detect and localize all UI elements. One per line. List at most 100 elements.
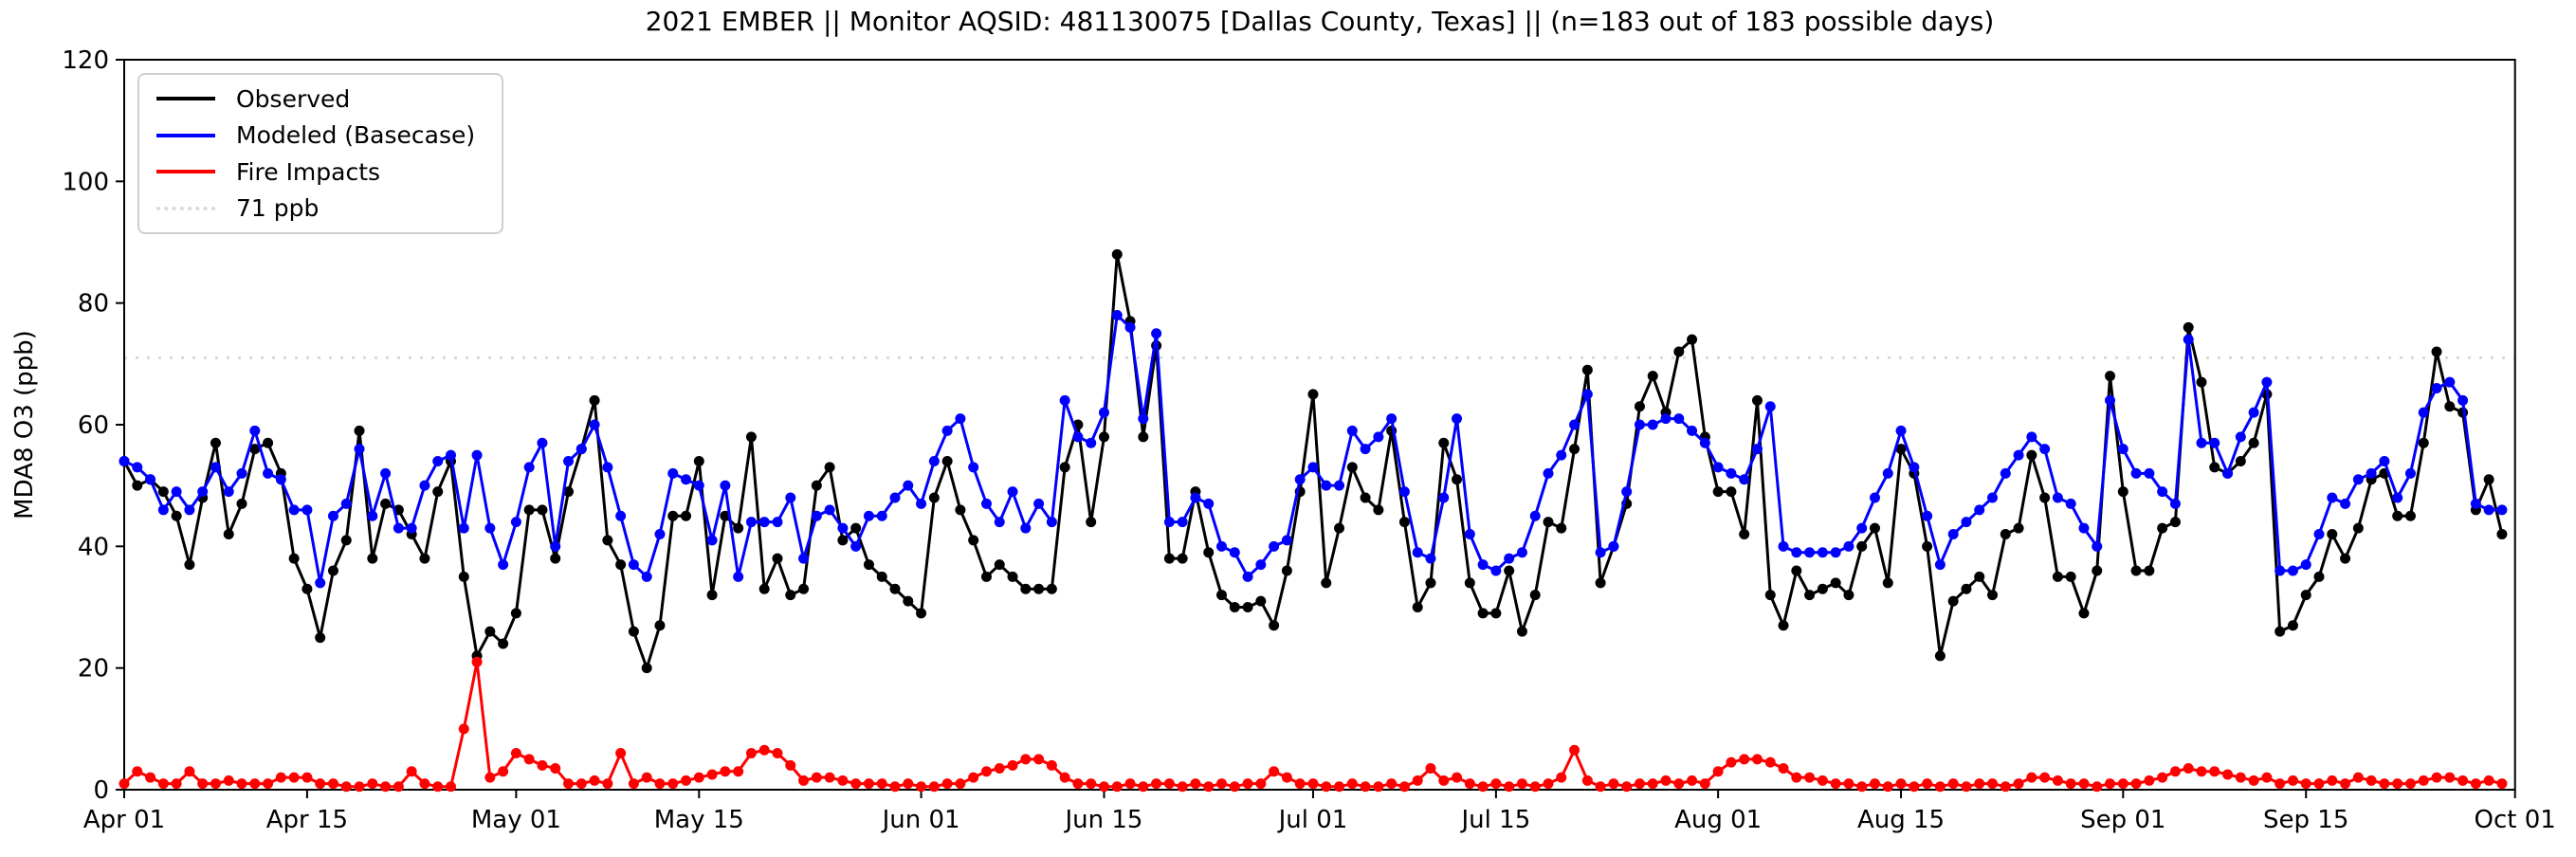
modeled-point xyxy=(1726,467,1737,479)
fire-point xyxy=(1151,778,1162,790)
observed-point xyxy=(1556,522,1567,534)
modeled-point xyxy=(2183,334,2194,345)
modeled-point xyxy=(1543,467,1554,479)
observed-point xyxy=(785,590,796,601)
modeled-point xyxy=(615,510,627,521)
modeled-point xyxy=(693,480,704,491)
fire-point xyxy=(1059,772,1070,783)
fire-point xyxy=(1398,781,1410,793)
modeled-point xyxy=(263,467,274,479)
observed-point xyxy=(733,522,744,534)
fire-line-sample xyxy=(156,170,215,174)
fire-point xyxy=(785,759,796,771)
fire-point xyxy=(1634,778,1645,790)
observed-point xyxy=(2078,608,2090,619)
fire-point xyxy=(406,766,417,777)
fire-point xyxy=(1660,775,1672,786)
modeled-point xyxy=(980,498,992,509)
x-tick-label: Jul 15 xyxy=(1460,806,1531,834)
fire-point xyxy=(2457,775,2469,786)
modeled-point xyxy=(432,456,444,466)
modeled-point xyxy=(641,571,652,582)
fire-point xyxy=(811,772,822,783)
fire-point xyxy=(1830,778,1841,790)
fire-point xyxy=(1621,781,1633,793)
fire-point xyxy=(523,754,535,765)
observed-markers xyxy=(119,248,2508,674)
fire-point xyxy=(798,775,810,786)
modeled-point xyxy=(2261,376,2273,388)
observed-point xyxy=(903,595,914,607)
fire-point xyxy=(1294,778,1306,790)
modeled-point xyxy=(523,462,535,473)
fire-point xyxy=(589,775,600,786)
fire-point xyxy=(380,781,392,793)
fire-point xyxy=(1086,778,1097,790)
fire-point xyxy=(301,772,313,783)
observed-point xyxy=(2418,437,2429,448)
fire-point xyxy=(1281,772,1292,783)
observed-point xyxy=(1111,248,1123,260)
fire-point xyxy=(184,766,195,777)
observed-point xyxy=(1020,583,1032,594)
observed-point xyxy=(2327,529,2338,539)
observed-point xyxy=(798,583,810,594)
modeled-point xyxy=(2496,504,2508,516)
observed-point xyxy=(1581,364,1593,375)
modeled-point xyxy=(1882,467,1893,479)
fire-point xyxy=(1425,763,1436,775)
modeled-point xyxy=(367,510,378,521)
fire-point xyxy=(471,656,483,667)
observed-point xyxy=(523,504,535,516)
fire-point xyxy=(1386,778,1398,790)
observed-point xyxy=(236,498,247,509)
modeled-point xyxy=(2065,498,2076,509)
modeled-point xyxy=(419,480,430,491)
fire-point xyxy=(889,781,901,793)
fire-point xyxy=(1778,763,1789,775)
observed-point xyxy=(2065,571,2076,582)
observed-point xyxy=(1739,529,1750,539)
modeled-point xyxy=(2169,498,2181,509)
observed-point xyxy=(2000,529,2011,539)
modeled-point xyxy=(1438,492,1450,503)
fire-point xyxy=(2026,772,2037,783)
modeled-point xyxy=(1556,449,1567,461)
modeled-point xyxy=(1334,480,1345,491)
modeled-point xyxy=(2340,498,2351,509)
fire-point xyxy=(1334,781,1345,793)
modeled-point xyxy=(903,480,914,491)
modeled-point xyxy=(1346,425,1358,436)
observed-point xyxy=(563,486,575,498)
modeled-point xyxy=(1660,413,1672,425)
observed-point xyxy=(1098,431,1109,443)
modeled-point xyxy=(510,517,521,528)
fire-point xyxy=(1804,772,1816,783)
fire-point xyxy=(1269,766,1280,777)
modeled-point xyxy=(2105,394,2116,406)
observed-point xyxy=(263,437,274,448)
modeled-point xyxy=(1922,510,1933,521)
fire-point xyxy=(2261,772,2273,783)
fire-point xyxy=(2275,778,2286,790)
modeled-point xyxy=(654,529,666,539)
observed-point xyxy=(1726,486,1737,498)
modeled-point xyxy=(2366,467,2377,479)
modeled-point xyxy=(249,425,261,436)
modeled-point xyxy=(2327,492,2338,503)
observed-point xyxy=(498,638,509,649)
fire-point xyxy=(197,778,209,790)
modeled-point xyxy=(733,571,744,582)
fire-point xyxy=(1608,778,1619,790)
fire-point xyxy=(1712,766,1724,777)
modeled-point xyxy=(2222,467,2234,479)
modeled-point xyxy=(772,517,783,528)
fire-point xyxy=(419,778,430,790)
fire-point xyxy=(1974,778,1985,790)
observed-point xyxy=(288,553,300,564)
modeled-point xyxy=(2404,467,2416,479)
fire-point xyxy=(367,778,378,790)
fire-point xyxy=(602,778,613,790)
observed-point xyxy=(132,480,143,491)
observed-point xyxy=(968,535,979,546)
